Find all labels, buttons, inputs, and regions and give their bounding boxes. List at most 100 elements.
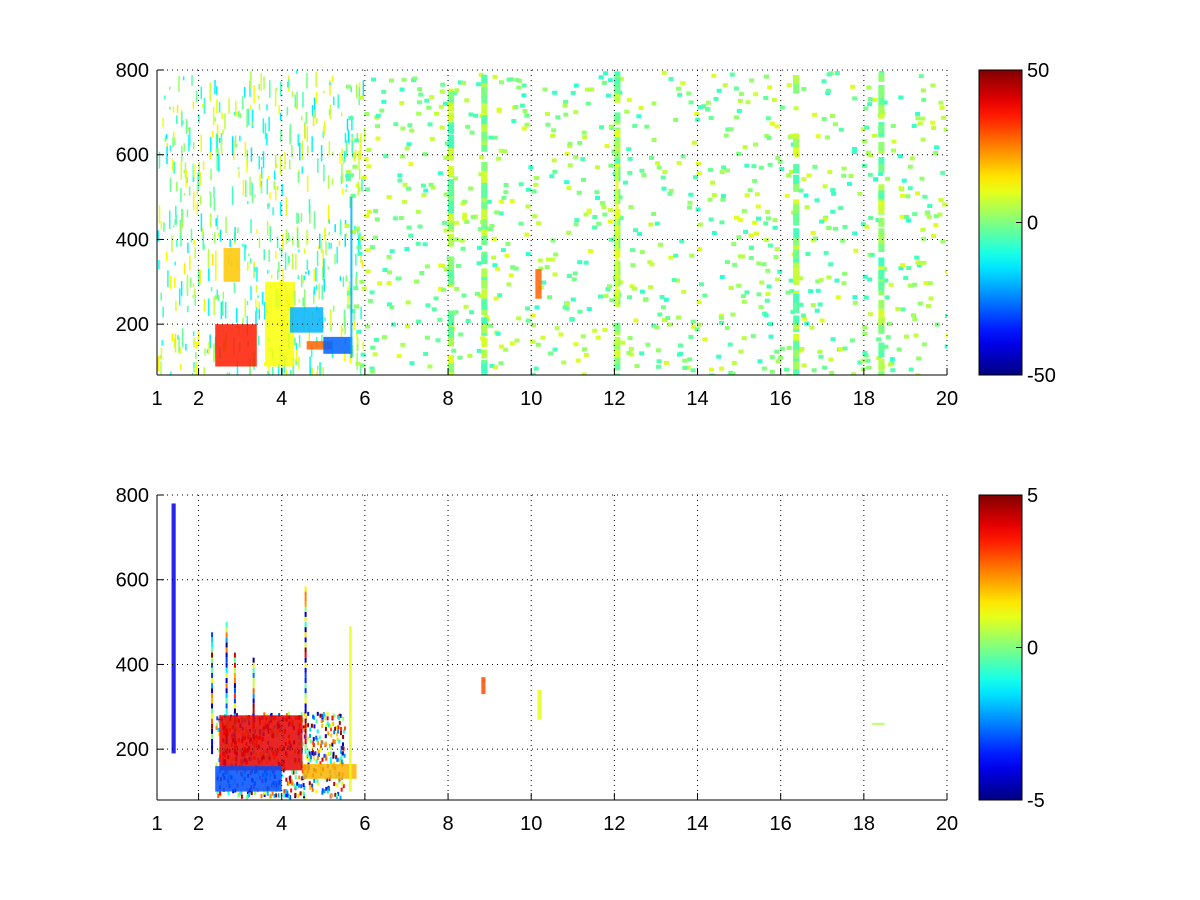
y-tick-label: 400 (116, 229, 149, 251)
heatmap-cell (580, 157, 586, 162)
heatmap-cell (252, 678, 255, 683)
heatmap-cell (386, 195, 392, 200)
heatmap-cell (516, 316, 522, 321)
heatmap-cell (246, 789, 249, 794)
heatmap-cell (503, 182, 509, 187)
heatmap-cell (900, 263, 906, 268)
heatmap-cell (524, 232, 530, 237)
heatmap-cell (862, 350, 868, 355)
heatmap-cell (755, 216, 761, 221)
heatmap-cell (247, 253, 250, 257)
heatmap-cell (793, 369, 800, 375)
heatmap-cell (245, 180, 247, 198)
heatmap-cell (255, 310, 257, 326)
heatmap-cell (803, 193, 809, 198)
heatmap-cell (461, 293, 467, 298)
heatmap-cell (878, 72, 885, 82)
heatmap-cell (793, 315, 800, 325)
heatmap-cell (255, 299, 257, 308)
heatmap-cell (878, 163, 885, 173)
heatmap-cell (347, 129, 350, 143)
heatmap-cell (592, 215, 598, 220)
heatmap-cell (285, 196, 288, 216)
heatmap-cell (215, 722, 218, 727)
heatmap-cell (793, 199, 800, 209)
heatmap-cell (296, 781, 299, 786)
heatmap-cell (498, 361, 504, 366)
heatmap-cell (263, 362, 266, 366)
heatmap-cell (200, 213, 203, 232)
heatmap-cell (826, 225, 832, 230)
heatmap-cell (295, 349, 298, 362)
heatmap-cell (829, 370, 835, 375)
heatmap-cell (211, 728, 214, 734)
heatmap-cell (328, 744, 331, 749)
heatmap-cell (815, 134, 821, 139)
heatmap-cell (294, 792, 297, 797)
heatmap-cell (218, 137, 221, 143)
heatmap-cell (448, 354, 455, 364)
heatmap-cell (176, 104, 179, 114)
heatmap-cell (232, 140, 235, 161)
heatmap-cell (192, 191, 195, 211)
heatmap-cell (443, 192, 449, 197)
heatmap-cell (312, 114, 315, 127)
heatmap-cell (697, 222, 703, 227)
heatmap-cell (210, 168, 212, 181)
heatmap-cell (283, 793, 286, 798)
heatmap-cell (337, 94, 339, 109)
heatmap-cell (719, 220, 725, 225)
heatmap-cell (211, 713, 214, 719)
heatmap-cell (322, 366, 324, 375)
heatmap-cell (365, 248, 371, 253)
heatmap-cell (695, 161, 701, 166)
heatmap-cell (213, 343, 215, 363)
heatmap-cell (321, 713, 324, 718)
heatmap-cell (329, 723, 332, 728)
heatmap-cell (733, 215, 739, 220)
colorbar-tick-label: 0 (1027, 638, 1038, 660)
heatmap-cell (865, 150, 871, 155)
heatmap-feature (223, 247, 241, 282)
heatmap-cell (489, 363, 495, 368)
heatmap-cell (309, 366, 312, 375)
heatmap-cell (279, 201, 282, 216)
heatmap-cell (345, 170, 351, 175)
heatmap-cell (192, 295, 194, 299)
heatmap-cell (339, 795, 342, 800)
heatmap-cell (696, 171, 702, 176)
heatmap-cell (375, 113, 381, 118)
heatmap-cell (661, 70, 667, 75)
heatmap-cell (614, 157, 621, 167)
heatmap-cell (633, 318, 639, 323)
heatmap-cell (289, 127, 291, 145)
heatmap-cell (481, 104, 488, 114)
heatmap-cell (158, 205, 161, 224)
heatmap-cell (404, 146, 410, 151)
heatmap-cell (252, 672, 255, 678)
heatmap-cell (444, 141, 450, 146)
heatmap-cell (536, 221, 542, 226)
heatmap-cell (822, 217, 828, 222)
heatmap-cell (823, 250, 829, 255)
heatmap-cell (724, 326, 730, 331)
heatmap-cell (765, 216, 771, 221)
heatmap-cell (315, 118, 318, 124)
heatmap-cell (695, 207, 701, 212)
heatmap-cell (416, 319, 422, 324)
heatmap-cell (327, 175, 330, 189)
heatmap-cell (304, 667, 307, 673)
heatmap-cell (304, 728, 307, 734)
heatmap-cell (601, 80, 607, 85)
heatmap-cell (325, 756, 328, 761)
heatmap-cell (203, 97, 206, 114)
heatmap-cell (926, 304, 932, 309)
heatmap-cell (331, 75, 334, 83)
heatmap-cell (608, 237, 614, 242)
heatmap-cell (166, 146, 168, 165)
heatmap-cell (586, 307, 592, 312)
heatmap-cell (342, 276, 345, 287)
x-tick-label: 16 (770, 813, 792, 835)
heatmap-cell (867, 172, 873, 177)
